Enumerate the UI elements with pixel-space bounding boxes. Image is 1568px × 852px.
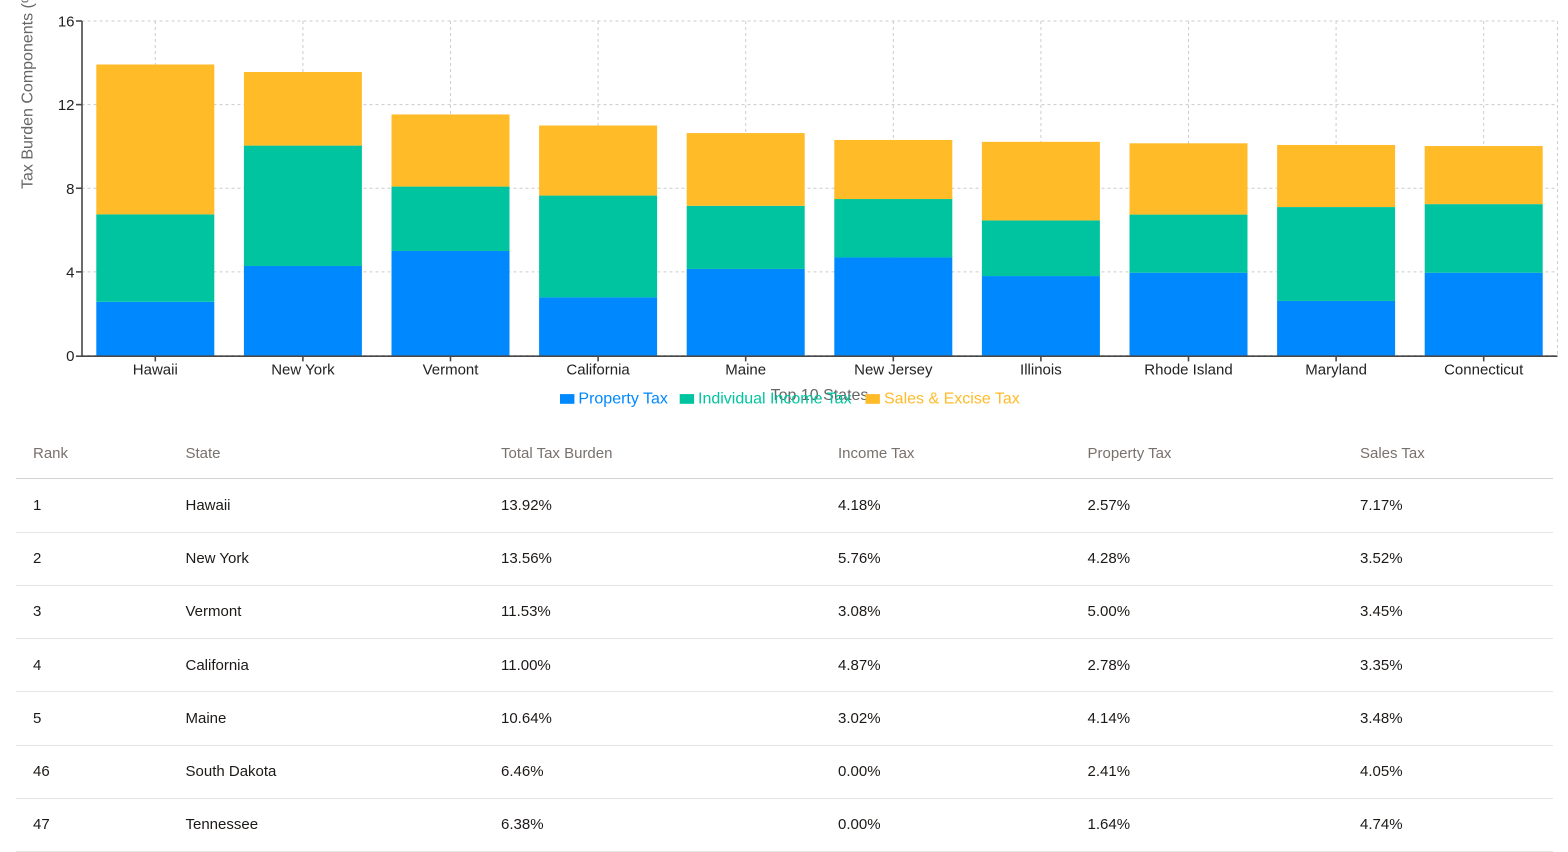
svg-text:New Jersey: New Jersey — [854, 361, 933, 378]
svg-text:Vermont: Vermont — [423, 361, 480, 378]
svg-text:Maryland: Maryland — [1305, 361, 1367, 378]
svg-text:Tax Burden Components (%): Tax Burden Components (%) — [20, 0, 37, 189]
svg-text:0: 0 — [66, 348, 74, 365]
svg-text:Rhode Island: Rhode Island — [1144, 361, 1232, 378]
svg-text:Sales & Excise Tax: Sales & Excise Tax — [884, 391, 1020, 408]
svg-text:Property Tax: Property Tax — [578, 391, 668, 408]
svg-text:Top 10 States: Top 10 States — [771, 387, 869, 404]
svg-text:Connecticut: Connecticut — [1444, 361, 1524, 378]
svg-text:8: 8 — [66, 181, 74, 198]
svg-text:Hawaii: Hawaii — [133, 361, 178, 378]
svg-text:16: 16 — [58, 14, 75, 31]
svg-text:Individual Income Tax: Individual Income Tax — [698, 391, 852, 408]
svg-text:California: California — [566, 361, 630, 378]
svg-text:Maine: Maine — [725, 361, 766, 378]
svg-text:12: 12 — [58, 97, 75, 114]
svg-text:4: 4 — [66, 264, 74, 281]
svg-text:New York: New York — [271, 361, 335, 378]
svg-text:Illinois: Illinois — [1020, 361, 1062, 378]
